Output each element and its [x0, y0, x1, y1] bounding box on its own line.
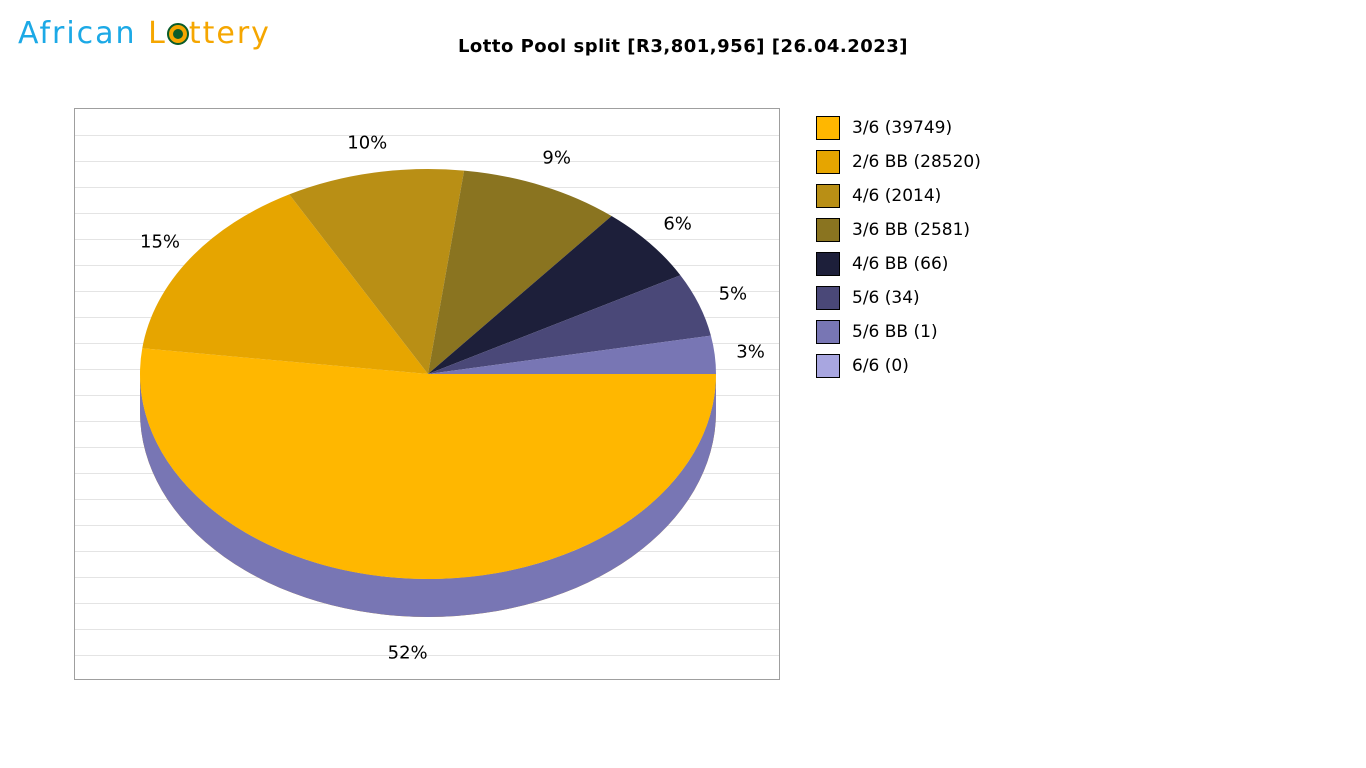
legend-item: 3/6 BB (2581): [816, 218, 981, 242]
legend-item: 4/6 BB (66): [816, 252, 981, 276]
slice-percent-label: 10%: [347, 133, 387, 154]
chart-title: Lotto Pool split [R3,801,956] [26.04.202…: [0, 36, 1366, 57]
legend-label: 5/6 (34): [852, 288, 920, 308]
legend-label: 5/6 BB (1): [852, 322, 938, 342]
slice-percent-label: 3%: [736, 341, 765, 362]
slice-percent-label: 52%: [388, 642, 428, 663]
slice-percent-label: 6%: [663, 214, 692, 235]
legend-item: 4/6 (2014): [816, 184, 981, 208]
legend-label: 3/6 (39749): [852, 118, 952, 138]
pie-chart: [75, 109, 781, 681]
legend: 3/6 (39749) 2/6 BB (28520) 4/6 (2014) 3/6 B…: [816, 116, 981, 388]
legend-swatch: [816, 320, 840, 344]
legend-item: 5/6 (34): [816, 286, 981, 310]
legend-item: 5/6 BB (1): [816, 320, 981, 344]
legend-item: 2/6 BB (28520): [816, 150, 981, 174]
legend-swatch: [816, 286, 840, 310]
slice-percent-label: 5%: [719, 284, 748, 305]
legend-label: 4/6 BB (66): [852, 254, 948, 274]
legend-item: 6/6 (0): [816, 354, 981, 378]
legend-label: 3/6 BB (2581): [852, 220, 970, 240]
legend-item: 3/6 (39749): [816, 116, 981, 140]
legend-swatch: [816, 184, 840, 208]
legend-swatch: [816, 150, 840, 174]
slice-percent-label: 15%: [140, 231, 180, 252]
legend-label: 2/6 BB (28520): [852, 152, 981, 172]
legend-swatch: [816, 354, 840, 378]
legend-swatch: [816, 252, 840, 276]
legend-swatch: [816, 116, 840, 140]
legend-swatch: [816, 218, 840, 242]
legend-label: 4/6 (2014): [852, 186, 941, 206]
chart-frame: 52% 15% 10% 9% 6% 5% 3%: [74, 108, 780, 680]
slice-percent-label: 9%: [542, 148, 571, 169]
legend-label: 6/6 (0): [852, 356, 909, 376]
